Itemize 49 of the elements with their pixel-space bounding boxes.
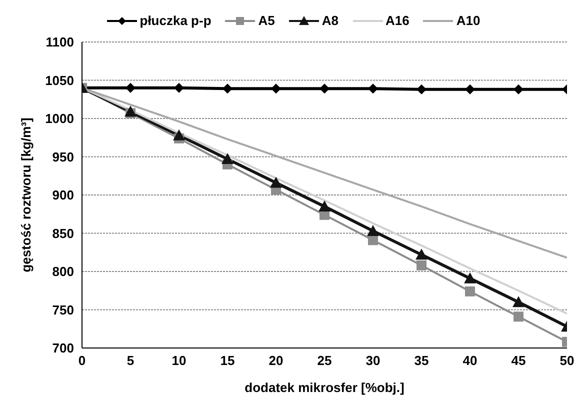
point	[271, 84, 281, 94]
point	[512, 296, 524, 308]
x-tick-label: 5	[126, 353, 134, 368]
x-tick-label: 30	[366, 353, 380, 368]
x-tick-label: 35	[414, 353, 429, 368]
point	[126, 82, 136, 93]
x-tick-label: 10	[172, 353, 186, 368]
point	[367, 224, 379, 236]
point	[124, 106, 136, 117]
point	[222, 84, 232, 94]
x-tick-label: 50	[560, 353, 574, 368]
x-tick-label: 45	[511, 353, 526, 368]
y-tick-label: 900	[52, 188, 74, 203]
point	[173, 129, 185, 140]
point	[270, 176, 282, 188]
point	[416, 248, 428, 260]
legend-label: A10	[455, 13, 480, 28]
point	[514, 312, 524, 322]
point	[318, 200, 330, 212]
legend-label: płuczka p-p	[138, 13, 212, 28]
y-tick-label: 750	[52, 302, 74, 318]
y-tick-label: 700	[52, 340, 74, 356]
point	[464, 272, 476, 284]
point	[320, 84, 330, 94]
x-tick-label: 25	[317, 353, 332, 368]
y-tick-label: 950	[52, 149, 74, 164]
y-tick-label: 1000	[45, 111, 74, 126]
y-tick-label: 800	[52, 264, 74, 280]
y-axis-title: gęstość roztworu [kg/m³]	[18, 118, 34, 272]
point	[368, 84, 378, 94]
point	[416, 84, 426, 94]
x-tick-label: 0	[78, 353, 86, 368]
point	[514, 84, 524, 94]
y-tick-label: 1050	[45, 72, 74, 88]
point	[222, 153, 234, 164]
legend-label: A8	[320, 13, 339, 28]
y-tick-label: 850	[52, 226, 74, 241]
y-tick-label: 1100	[46, 34, 74, 50]
point	[174, 82, 184, 93]
legend-label: A16	[384, 13, 410, 28]
x-tick-label: 20	[268, 353, 284, 368]
legend-label: A5	[257, 13, 275, 28]
point	[368, 235, 378, 246]
point	[465, 84, 475, 94]
x-axis-title: dodatek mikrosfer [%obj.]	[244, 380, 404, 395]
x-tick-label: 15	[220, 353, 235, 368]
point	[465, 286, 475, 296]
point	[416, 260, 426, 270]
x-tick-label: 40	[462, 353, 478, 368]
